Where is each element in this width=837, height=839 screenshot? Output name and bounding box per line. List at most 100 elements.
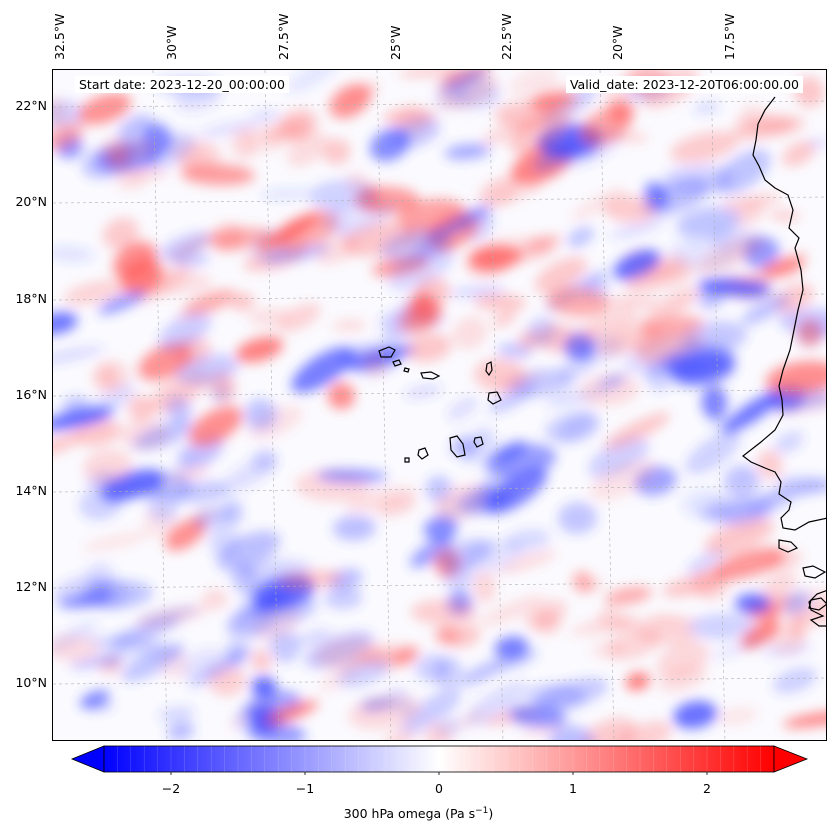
- ascent-region: [239, 586, 290, 620]
- ascent-region: [609, 219, 666, 239]
- descent-region: [740, 103, 764, 115]
- descent-region: [582, 717, 637, 740]
- ascent-region: [248, 722, 306, 740]
- colorbar-max-extend-arrow: [773, 745, 809, 773]
- ascent-region: [685, 431, 741, 474]
- ascent-region: [286, 70, 339, 94]
- island-brava: [404, 457, 410, 463]
- ascent-region: [697, 283, 725, 309]
- descent-region: [762, 257, 806, 278]
- ascent-region: [710, 636, 768, 660]
- ascent-region: [275, 599, 318, 624]
- ascent-region: [484, 443, 557, 477]
- ascent-region: [401, 688, 462, 734]
- colorbar-min-extend-arrow: [70, 745, 105, 773]
- meridian-gridline: [599, 70, 615, 740]
- lat-label: 16°N: [15, 387, 47, 402]
- colorbar-tick-label: 0: [435, 781, 443, 796]
- ascent-region: [251, 676, 277, 698]
- descent-region: [774, 394, 826, 416]
- descent-region: [638, 287, 699, 331]
- descent-region: [730, 120, 797, 140]
- ascent-region: [525, 684, 586, 708]
- ascent-region: [291, 346, 355, 393]
- descent-region: [508, 70, 558, 97]
- descent-region: [478, 594, 546, 627]
- descent-region: [589, 459, 657, 501]
- descent-region: [546, 287, 610, 317]
- ascent-region: [221, 500, 243, 526]
- lat-label: 18°N: [15, 291, 47, 306]
- lon-label: 22.5°W: [499, 13, 514, 60]
- descent-region: [345, 486, 418, 512]
- map-panel: [52, 69, 827, 741]
- ascent-region: [448, 77, 501, 109]
- lat-label: 22°N: [15, 98, 47, 113]
- ascent-region: [157, 706, 196, 721]
- ascent-region: [423, 516, 458, 542]
- descent-region: [115, 173, 147, 190]
- descent-region: [315, 637, 380, 670]
- ascent-region: [98, 290, 147, 315]
- ascent-region: [495, 650, 539, 671]
- ascent-region: [260, 188, 314, 200]
- descent-region: [53, 635, 99, 663]
- ascent-region: [409, 537, 453, 568]
- colorbar: [70, 745, 809, 775]
- descent-region: [189, 406, 243, 447]
- ascent-region: [263, 243, 332, 263]
- descent-region: [615, 616, 641, 633]
- island-sao-nicolau: [420, 371, 441, 380]
- ascent-region: [53, 407, 114, 430]
- valid-date-label: Valid_date: 2023-12-20T06:00:00.00: [565, 76, 803, 93]
- ascent-region: [388, 246, 454, 291]
- ascent-region: [489, 383, 536, 413]
- ascent-region: [79, 690, 110, 708]
- colorbar-tick-label: −2: [161, 781, 181, 796]
- descent-region: [782, 140, 816, 167]
- island-santiago: [449, 435, 466, 458]
- descent-region: [534, 256, 588, 293]
- descent-region: [765, 360, 826, 396]
- ascent-region: [381, 228, 453, 263]
- descent-region: [604, 412, 671, 450]
- island-boa-vista: [487, 391, 502, 405]
- colorbar-tick-marks: [117, 746, 761, 775]
- descent-region: [447, 624, 481, 648]
- descent-region: [201, 588, 228, 610]
- ascent-region: [447, 396, 479, 421]
- descent-region: [98, 657, 123, 676]
- descent-region: [570, 187, 626, 221]
- descent-region: [535, 323, 600, 352]
- ascent-region: [316, 468, 388, 483]
- descent-region: [82, 532, 150, 552]
- lon-label: 30°W: [164, 25, 179, 60]
- ascent-region: [243, 398, 278, 431]
- descent-region: [279, 108, 318, 141]
- descent-region: [604, 586, 653, 606]
- descent-region: [625, 269, 693, 292]
- meridian-gridline: [488, 70, 504, 740]
- descent-region: [410, 599, 477, 626]
- descent-region: [704, 518, 775, 555]
- colorbar-title-exponent: −1: [475, 806, 489, 816]
- island-maio: [473, 436, 484, 448]
- descent-region: [74, 419, 122, 446]
- ascent-region: [231, 564, 260, 596]
- ascent-region: [588, 437, 649, 479]
- ascent-region: [693, 101, 721, 115]
- ascent-region: [597, 373, 626, 391]
- descent-region: [590, 639, 624, 659]
- ascent-region: [158, 311, 212, 352]
- descent-region: [340, 82, 380, 108]
- descent-region: [128, 394, 153, 422]
- ascent-region: [403, 385, 443, 398]
- descent-region: [473, 571, 496, 604]
- ascent-region: [723, 465, 760, 497]
- ascent-region: [193, 507, 229, 530]
- descent-region: [135, 263, 192, 304]
- ascent-region: [219, 455, 278, 494]
- ascent-region: [701, 385, 728, 420]
- descent-region: [102, 217, 139, 250]
- ascent-region: [668, 238, 738, 271]
